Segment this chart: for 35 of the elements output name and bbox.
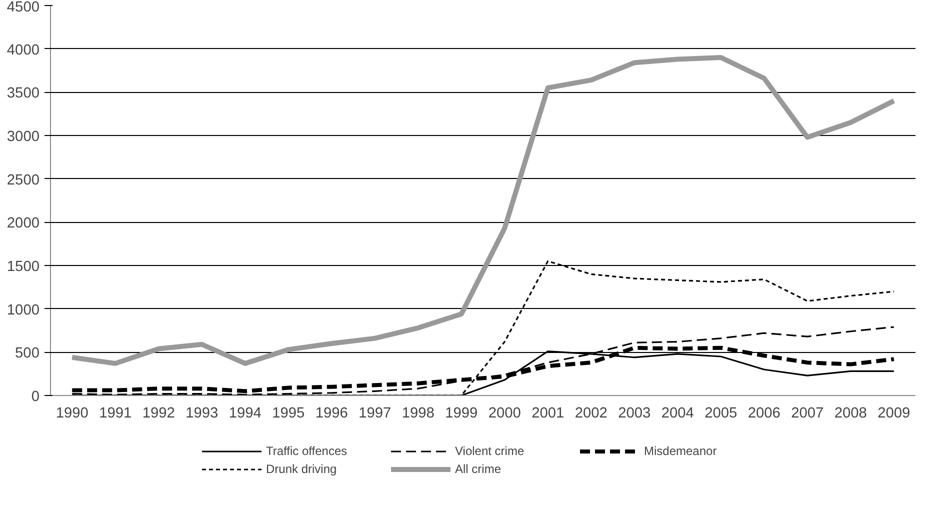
y-tick-label: 4000 [6, 42, 40, 58]
x-tick-label: 1994 [228, 406, 262, 422]
legend-label: Drunk driving [266, 462, 338, 476]
x-tick-label: 1990 [56, 406, 88, 422]
x-tick-label: 2006 [748, 406, 780, 422]
y-tick-label: 4500 [6, 0, 40, 16]
y-tick-label: 2500 [6, 172, 40, 188]
x-tick-label: 2004 [661, 406, 694, 422]
y-tick-label: 0 [31, 389, 40, 405]
legend-label: All crime [455, 462, 502, 476]
x-tick-label: 1999 [445, 406, 478, 422]
legend-label: Traffic offences [266, 444, 348, 458]
x-tick-label: 2005 [704, 406, 738, 422]
y-tick-label: 1500 [6, 259, 40, 275]
x-tick-label: 1995 [272, 406, 305, 422]
x-tick-label: 2000 [488, 406, 521, 422]
x-tick-label: 1993 [186, 406, 218, 422]
x-tick-label: 2009 [878, 406, 910, 422]
x-tick-label: 2007 [791, 406, 824, 422]
legend-label: Violent crime [455, 444, 526, 458]
y-tick-label: 500 [15, 346, 40, 362]
x-tick-label: 1991 [99, 406, 132, 422]
y-tick-label: 2000 [6, 216, 40, 232]
x-tick-label: 1998 [402, 406, 434, 422]
y-tick-label: 3000 [6, 129, 40, 145]
y-tick-label: 1000 [6, 302, 40, 318]
legend-label: Misdemeanor [644, 444, 718, 458]
x-tick-label: 2001 [532, 406, 564, 422]
x-tick-label: 2002 [574, 406, 608, 422]
x-tick-label: 1996 [315, 406, 348, 422]
x-tick-label: 2003 [618, 406, 651, 422]
x-tick-label: 1997 [358, 406, 392, 422]
x-tick-label: 1992 [142, 406, 175, 422]
y-tick-label: 3500 [6, 86, 40, 102]
x-tick-label: 2008 [834, 406, 867, 422]
